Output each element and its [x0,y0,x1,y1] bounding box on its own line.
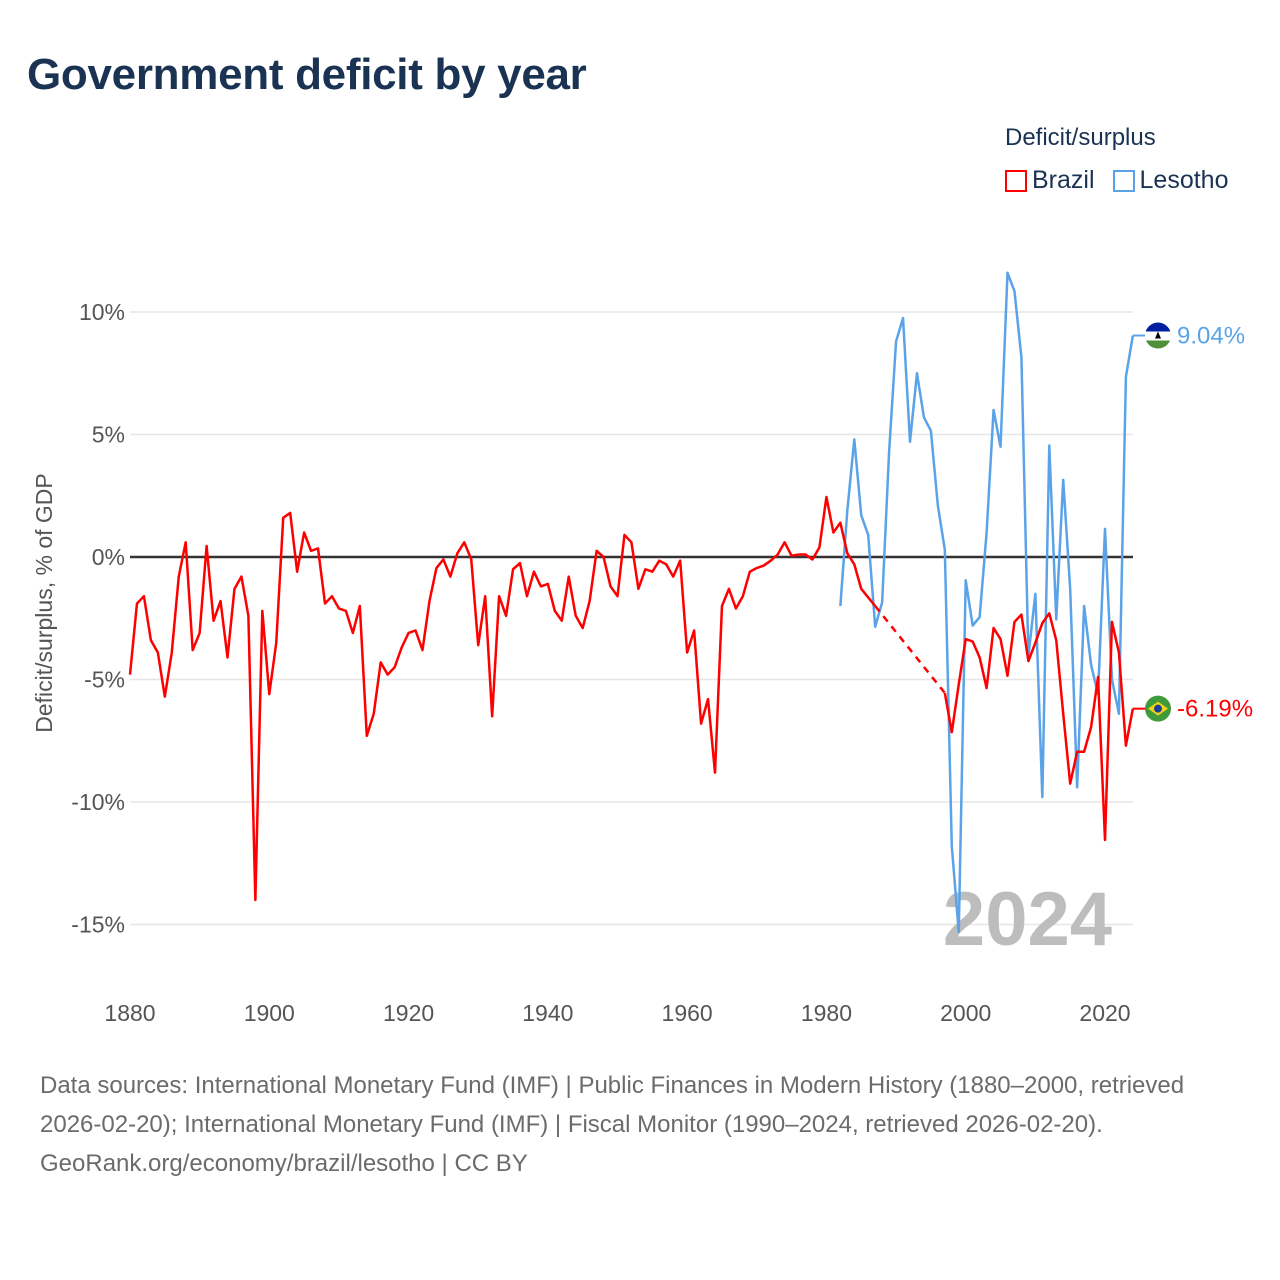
credit-link[interactable]: GeoRank.org/economy/brazil/lesotho | CC … [40,1150,528,1177]
y-tick-label: 10% [79,299,125,325]
x-tick-label: 1900 [244,1000,295,1026]
footer: Data sources: International Monetary Fun… [40,1066,1240,1183]
legend-swatch-lesotho [1112,169,1135,192]
brazil-line [128,495,877,902]
lesotho-flag-icon [1145,322,1171,349]
end-labels: 9.04% -6.19% [1132,322,1253,723]
legend-title: Deficit/surplus [1005,124,1156,151]
x-tick-labels: 1880 1900 1920 1940 1960 1980 2000 2020 [104,1000,1130,1026]
x-tick-label: 1980 [801,1000,852,1026]
x-tick-label: 1880 [104,1000,155,1026]
y-axis-title: Deficit/surplus, % of GDP [31,473,57,732]
series-lines [128,271,1135,934]
lesotho-line [839,271,1135,934]
x-tick-label: 1940 [522,1000,573,1026]
y-tick-label: -10% [71,789,125,815]
chart-title: Government deficit by year [27,50,587,99]
brazil-end-value: -6.19% [1177,696,1253,723]
x-tick-label: 1960 [662,1000,713,1026]
lesotho-end-value: 9.04% [1177,323,1245,350]
legend-label-lesotho: Lesotho [1139,166,1229,194]
year-watermark: 2024 [943,877,1112,962]
brazil-flag-icon [1145,695,1171,722]
x-tick-label: 1920 [383,1000,434,1026]
brazil-line [943,612,1135,842]
legend: Brazil Lesotho [1005,166,1228,195]
data-sources: Data sources: International Monetary Fun… [40,1072,1185,1138]
legend-label-brazil: Brazil [1032,166,1095,194]
legend-item-brazil[interactable]: Brazil [1005,166,1095,195]
y-tick-label: 5% [92,422,125,448]
legend-swatch-brazil [1005,169,1027,192]
x-tick-label: 2000 [940,1000,991,1026]
legend-item-lesotho[interactable]: Lesotho [1112,166,1229,195]
y-tick-labels: 10% 5% 0% -5% -10% -15% [71,299,125,938]
y-tick-label: 0% [92,544,125,570]
y-tick-label: -15% [71,912,125,938]
x-tick-label: 2020 [1079,1000,1130,1026]
y-tick-label: -5% [84,667,125,693]
gridlines [130,311,1133,926]
brazil-gap-line [874,605,946,694]
